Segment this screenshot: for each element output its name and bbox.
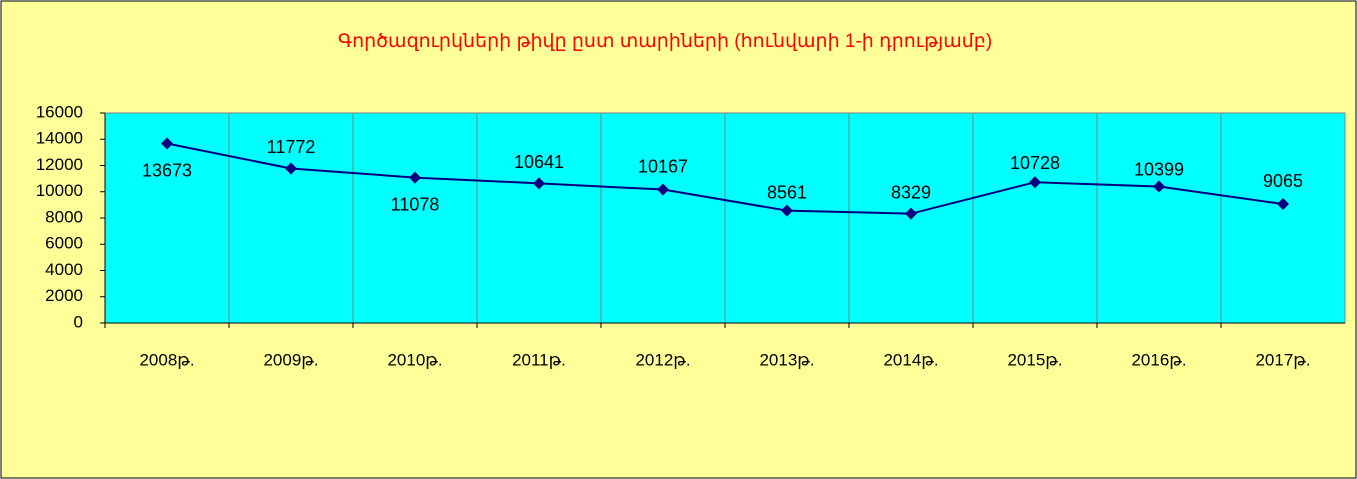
data-label: 10167	[638, 156, 688, 176]
chart-title: Գործազուրկների թիվը ըստ տարիների (հունվա…	[338, 31, 992, 52]
data-point	[1277, 198, 1289, 211]
data-label: 10641	[514, 152, 564, 172]
data-label: 10399	[1134, 159, 1184, 179]
series-line	[166, 142, 1284, 215]
x-tick-label: 2014թ.	[883, 350, 938, 369]
data-point	[1029, 176, 1041, 189]
x-tick-label: 2012թ.	[635, 350, 690, 369]
x-tick-label: 2015թ.	[1007, 350, 1062, 369]
x-tick-label: 2008թ.	[139, 350, 194, 369]
y-tick-label: 4000	[45, 260, 83, 279]
data-point	[657, 183, 669, 196]
x-tick-label: 2017թ.	[1255, 350, 1310, 369]
y-tick-label: 2000	[45, 286, 83, 305]
data-point	[285, 162, 297, 175]
data-label: 9065	[1263, 171, 1303, 191]
x-tick-label: 2011թ.	[512, 350, 566, 369]
data-point	[409, 171, 421, 184]
data-point	[1153, 180, 1165, 193]
data-point	[161, 137, 173, 150]
data-label: 8561	[767, 182, 807, 202]
y-tick-label: 6000	[45, 234, 83, 253]
data-point	[533, 177, 545, 190]
data-label: 11078	[391, 194, 440, 214]
x-tick-label: 2013թ.	[759, 350, 814, 369]
y-tick-label: 8000	[45, 207, 83, 226]
y-tick-label: 10000	[36, 181, 83, 200]
y-tick-label: 16000	[36, 102, 83, 121]
x-tick-label: 2010թ.	[387, 350, 442, 369]
data-point	[905, 207, 917, 220]
y-tick-label: 14000	[36, 129, 83, 148]
x-tick-label: 2016թ.	[1131, 350, 1186, 369]
data-label: 8329	[891, 182, 931, 202]
y-tick-label: 0	[74, 312, 83, 331]
data-label: 13673	[142, 160, 192, 180]
y-tick-label: 12000	[36, 155, 83, 174]
data-label: 10728	[1010, 153, 1060, 173]
data-label: 11772	[267, 137, 316, 157]
x-tick-label: 2009թ.	[263, 350, 318, 369]
data-point	[781, 204, 793, 217]
